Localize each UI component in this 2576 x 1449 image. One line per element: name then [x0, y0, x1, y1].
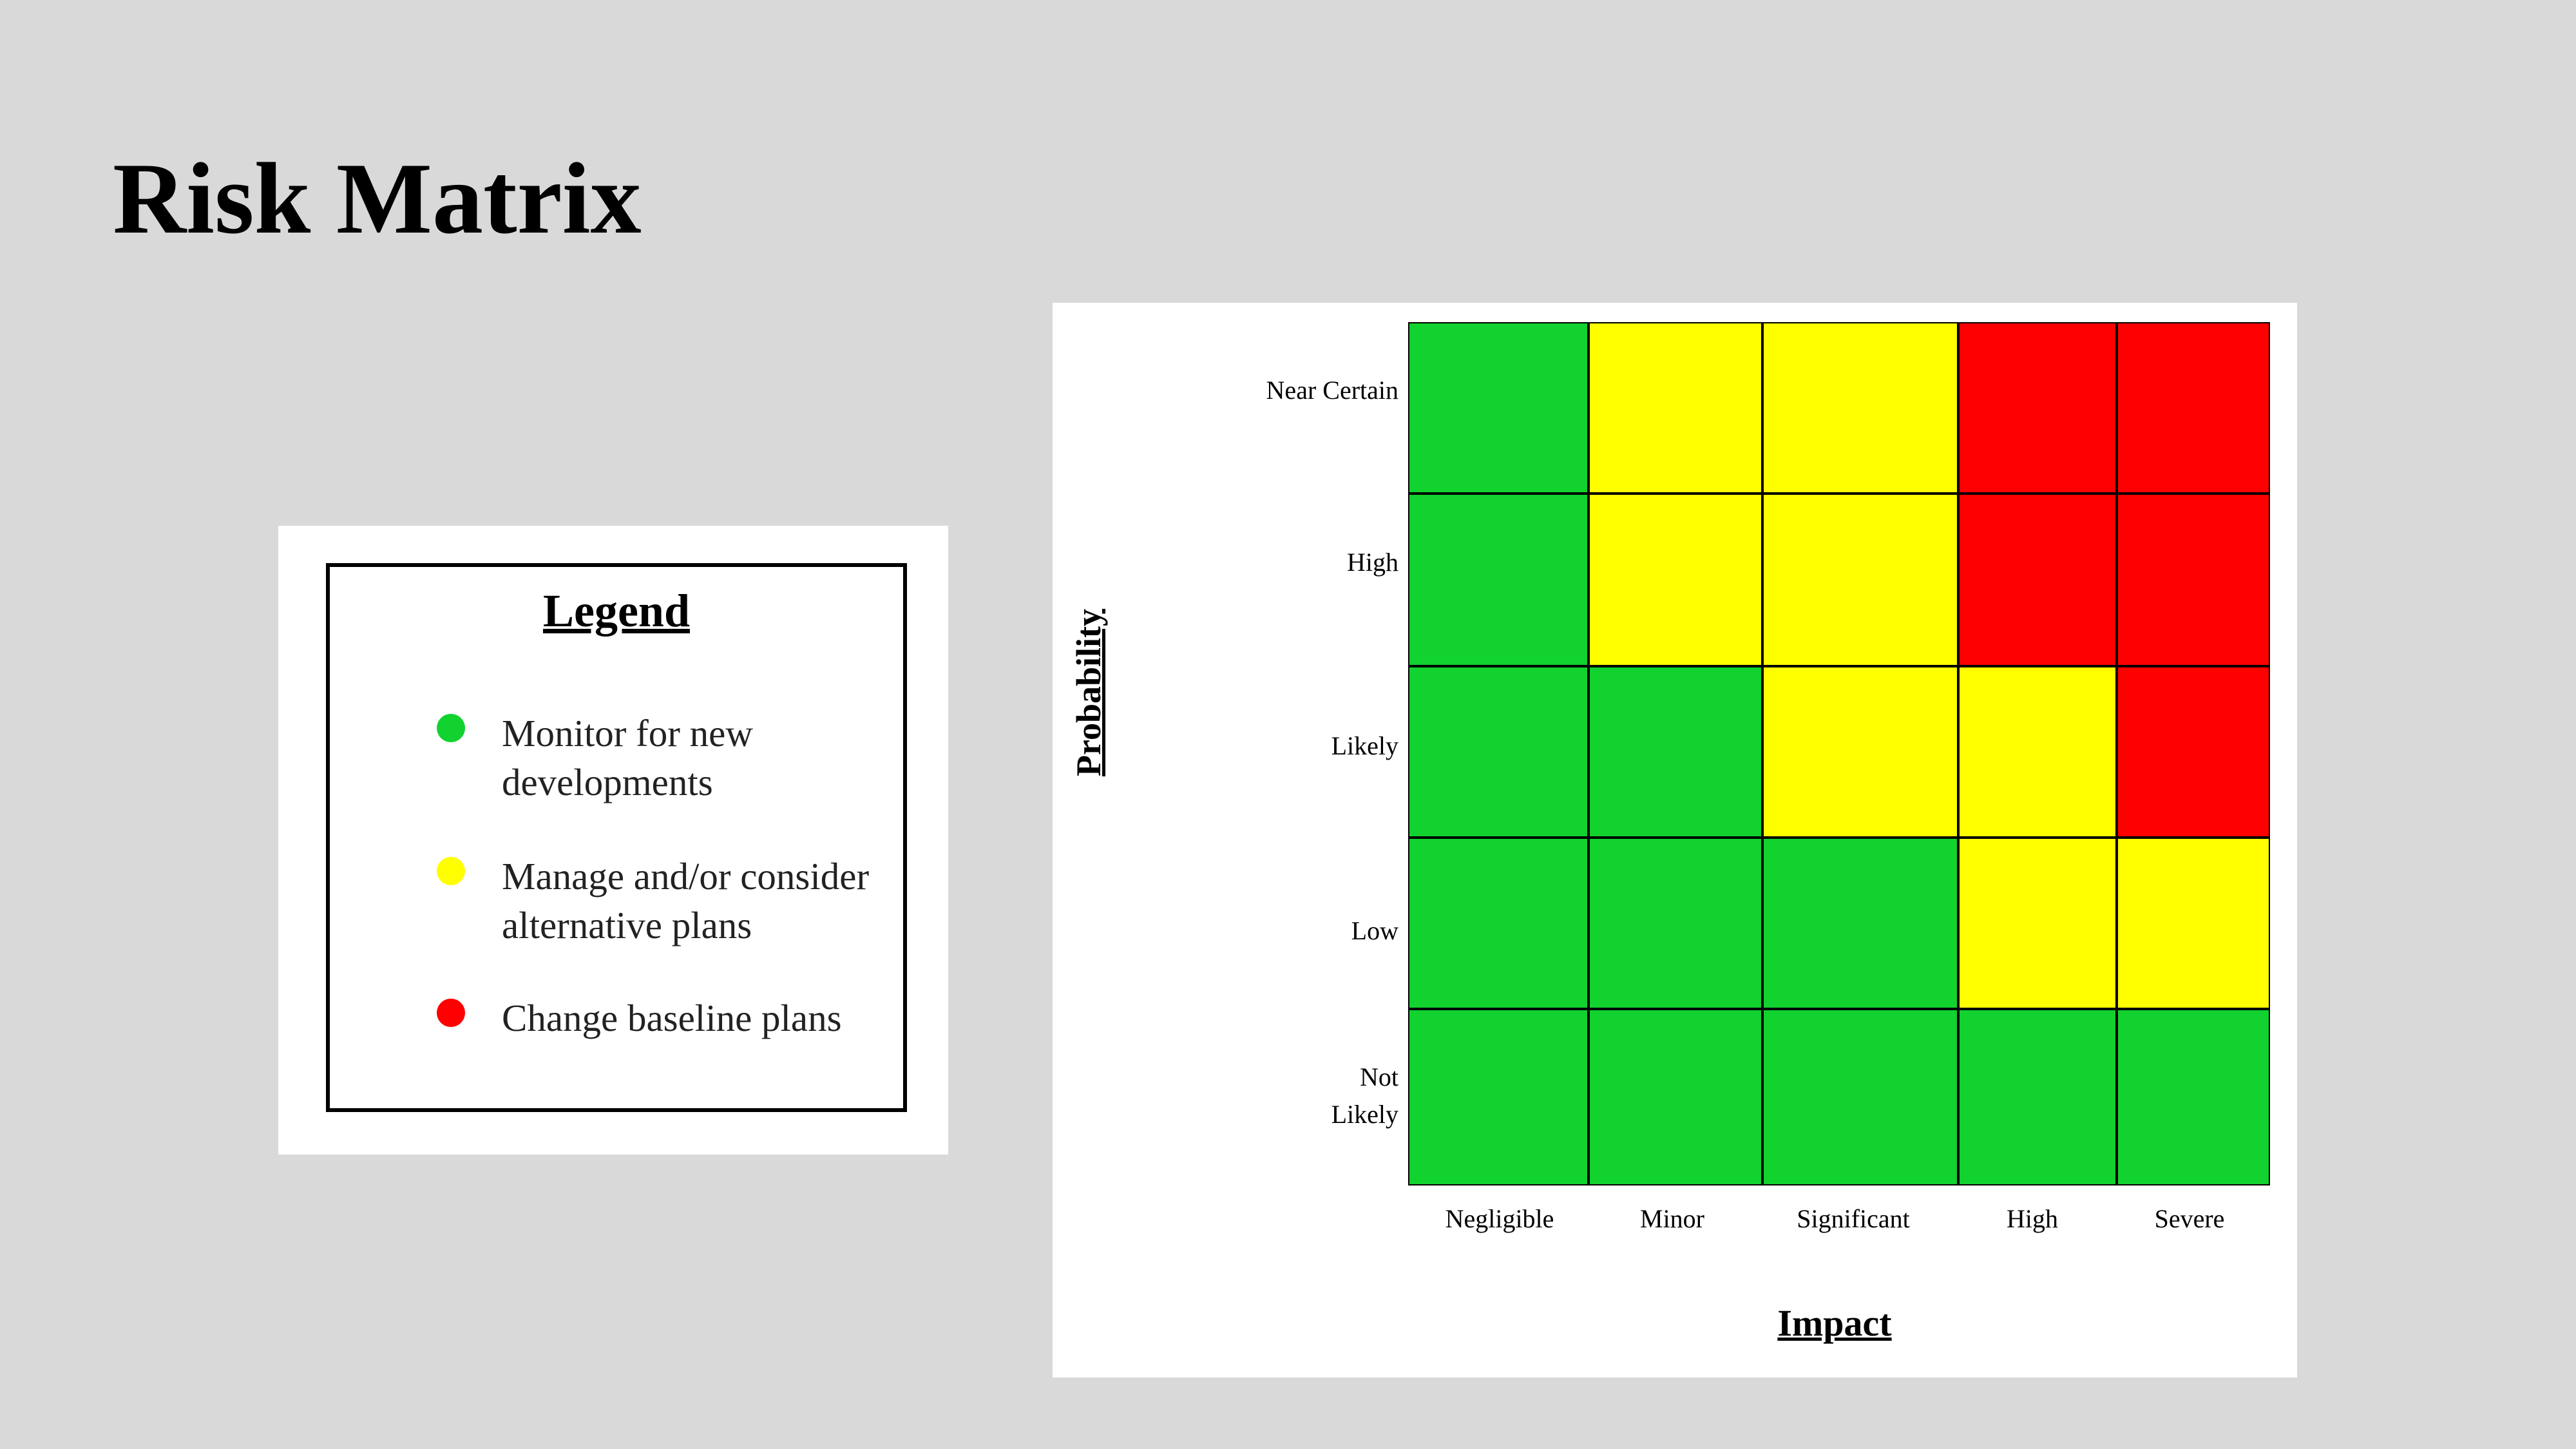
- column-label-severe: Severe: [2154, 1204, 2225, 1233]
- cell-likely-severe: [2117, 666, 2270, 838]
- column-label-significant: Significant: [1797, 1204, 1910, 1233]
- cell-low-high: [1958, 838, 2117, 1009]
- legend-item-label: Change baseline plans: [502, 997, 842, 1039]
- legend-item-label: Manage and/or consider alternative plans: [502, 855, 870, 946]
- cell-high-significant: [1762, 494, 1958, 666]
- cell-not-likely-negligible: [1408, 1009, 1589, 1185]
- yellow-dot-icon: [437, 857, 465, 885]
- legend-panel: Legend Monitor for new developments Mana…: [278, 526, 948, 1155]
- row-label-not-likely: Not Likely: [1331, 1062, 1398, 1129]
- cell-low-minor: [1589, 838, 1762, 1009]
- cell-not-likely-significant: [1762, 1009, 1958, 1185]
- legend-item-label: Monitor for new developments: [502, 712, 753, 803]
- cell-near-certain-negligible: [1408, 322, 1589, 494]
- cell-low-severe: [2117, 838, 2270, 1009]
- cell-low-negligible: [1408, 838, 1589, 1009]
- cell-not-likely-high: [1958, 1009, 2117, 1185]
- risk-matrix-panel: Probability Near Certain High Likely Low…: [1053, 303, 2297, 1377]
- row-label-likely: Likely: [1331, 731, 1398, 760]
- green-dot-icon: [437, 714, 465, 742]
- risk-grid: [1408, 322, 2270, 1185]
- impact-axis-label: Impact: [1777, 1302, 1892, 1344]
- cell-high-severe: [2117, 494, 2270, 666]
- row-label-low: Low: [1351, 916, 1398, 945]
- cell-not-likely-severe: [2117, 1009, 2270, 1185]
- cell-likely-negligible: [1408, 666, 1589, 838]
- cell-high-minor: [1589, 494, 1762, 666]
- cell-near-certain-severe: [2117, 322, 2270, 494]
- slide-title: Risk Matrix: [113, 142, 642, 255]
- cell-low-significant: [1762, 838, 1958, 1009]
- cell-not-likely-minor: [1589, 1009, 1762, 1185]
- column-label-negligible: Negligible: [1445, 1204, 1554, 1233]
- row-label-high: High: [1347, 548, 1398, 577]
- column-label-minor: Minor: [1640, 1204, 1704, 1233]
- legend-box: Legend Monitor for new developments Mana…: [326, 563, 907, 1112]
- cell-high-negligible: [1408, 494, 1589, 666]
- cell-high-high: [1958, 494, 2117, 666]
- cell-near-certain-minor: [1589, 322, 1762, 494]
- red-dot-icon: [437, 999, 465, 1027]
- cell-near-certain-high: [1958, 322, 2117, 494]
- probability-axis-label: Probability: [1069, 608, 1108, 777]
- cell-likely-high: [1958, 666, 2117, 838]
- row-label-near-certain: Near Certain: [1266, 376, 1398, 405]
- cell-likely-minor: [1589, 666, 1762, 838]
- cell-near-certain-significant: [1762, 322, 1958, 494]
- cell-likely-significant: [1762, 666, 1958, 838]
- column-label-high: High: [2007, 1204, 2058, 1233]
- legend-title: Legend: [542, 585, 691, 637]
